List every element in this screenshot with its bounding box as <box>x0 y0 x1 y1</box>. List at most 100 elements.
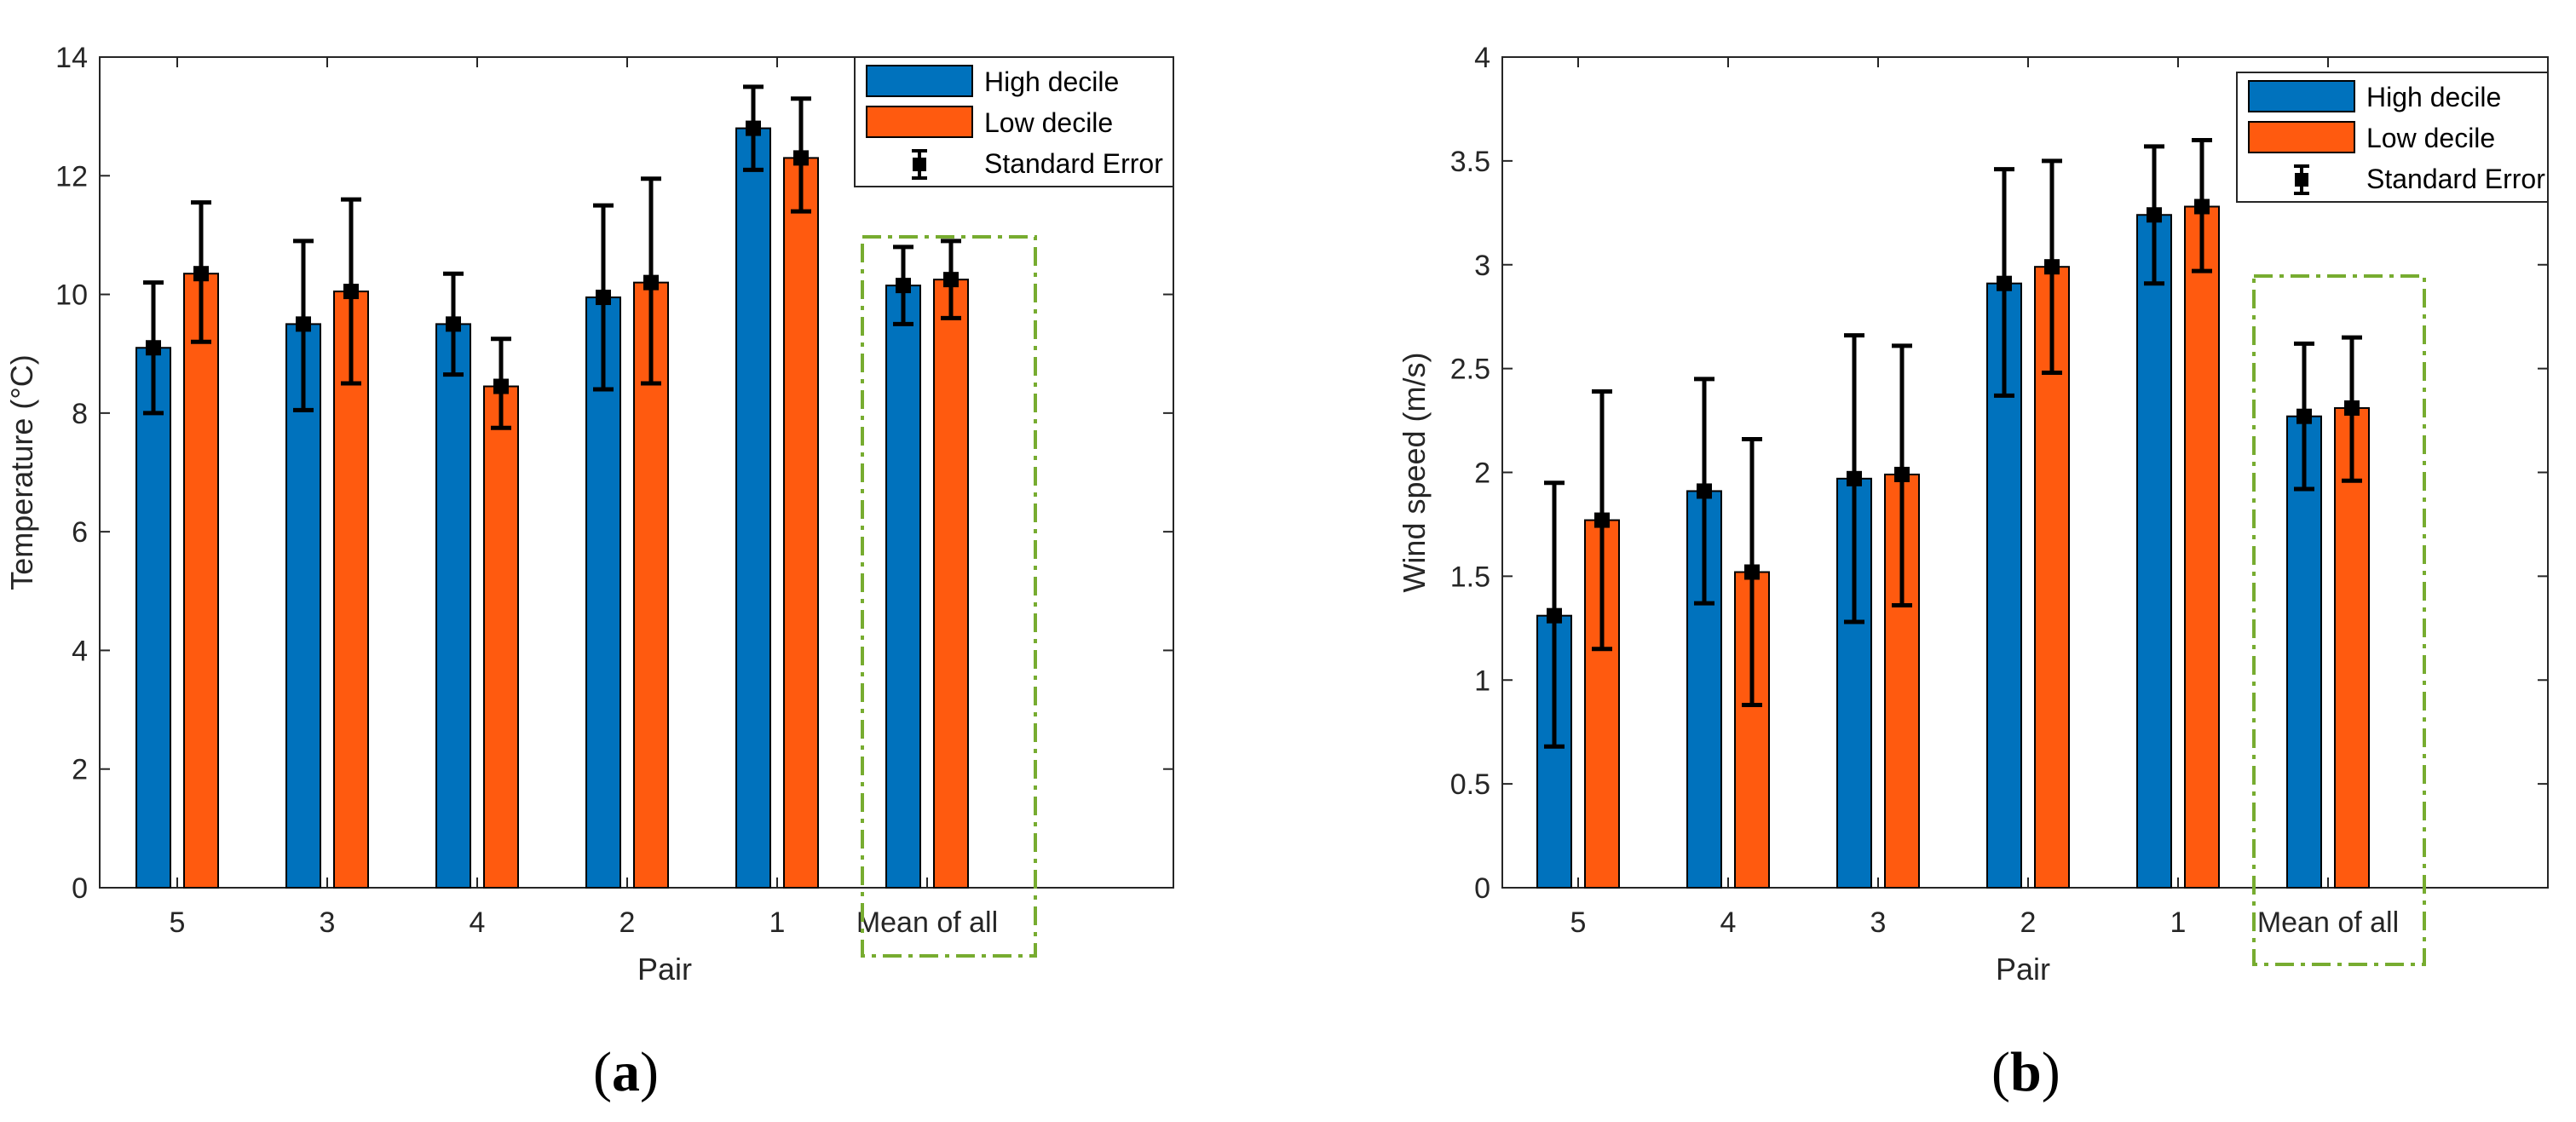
bar-high <box>2136 214 2172 889</box>
chart-panel-a: 0 2 4 6 8 10 12 14 5 3 4 2 1 Mean of all Pair Temperatu… <box>4 42 1174 1103</box>
y-tick-label: 0 <box>72 872 88 905</box>
panel-label: (b) <box>1991 1041 2060 1103</box>
y-tick-label: 0.5 <box>1450 768 1490 801</box>
panel-label-open: ( <box>1991 1041 2010 1103</box>
x-tick-label: 4 <box>1720 906 1737 939</box>
bar-high <box>2286 415 2322 889</box>
bar-high <box>435 323 471 889</box>
bar-high <box>1836 477 1872 889</box>
mean-marker <box>343 284 359 300</box>
legend-label-low: Low decile <box>984 107 1113 138</box>
bar-high <box>885 285 921 889</box>
x-tick-label: 4 <box>470 906 486 939</box>
mean-marker <box>2344 400 2360 416</box>
mean-marker <box>1847 470 1862 486</box>
legend-label-low: Low decile <box>2366 123 2495 153</box>
bar-low <box>2334 406 2370 889</box>
mean-marker <box>2044 259 2060 275</box>
bar-high <box>285 323 321 889</box>
legend: High decile Low decile Standard Error <box>2236 72 2549 203</box>
bar-low <box>333 291 369 889</box>
mean-marker <box>746 120 761 136</box>
bar-low <box>2184 205 2220 889</box>
y-axis-title: Wind speed (m/s) <box>1397 352 1432 592</box>
legend-label-error: Standard Error <box>984 148 1163 179</box>
mean-marker <box>193 266 209 282</box>
panel-label: (a) <box>593 1041 659 1103</box>
mean-marker <box>446 316 461 332</box>
y-tick-label: 2 <box>72 754 88 786</box>
bar-high <box>135 347 171 889</box>
mean-marker <box>596 290 611 306</box>
y-tick-label: 3 <box>1474 250 1490 282</box>
y-axis-title: Temperature (°C) <box>4 354 39 590</box>
x-tick-label: 2 <box>2020 906 2037 939</box>
x-axis-title: Pair <box>1996 952 2050 987</box>
y-tick-label: 4 <box>72 635 88 667</box>
x-tick-label: Mean of all <box>856 906 998 939</box>
x-axis-title: Pair <box>637 952 692 987</box>
panel-label-letter: a <box>612 1041 640 1103</box>
y-tick-label: 10 <box>55 279 88 312</box>
bar-low <box>783 157 819 889</box>
y-tick-label: 8 <box>72 398 88 430</box>
mean-marker <box>2147 207 2162 223</box>
highlight-box <box>861 235 1037 958</box>
panel-label-close: ) <box>640 1041 659 1103</box>
legend-swatch-low <box>2248 121 2355 153</box>
mean-marker <box>896 278 911 294</box>
panel-label-close: ) <box>2042 1041 2060 1103</box>
highlight-box <box>2252 274 2426 966</box>
bar-low <box>483 385 519 889</box>
mean-marker <box>1997 275 2012 291</box>
x-tick-label: 3 <box>320 906 336 939</box>
mean-marker <box>1697 483 1712 499</box>
x-tick-label: 2 <box>620 906 636 939</box>
legend-error-marker <box>2295 173 2308 187</box>
mean-marker <box>2194 199 2210 215</box>
bar-low <box>933 279 969 889</box>
mean-marker <box>1547 607 1562 624</box>
mean-marker <box>493 378 509 394</box>
y-tick-label: 1 <box>1474 665 1490 697</box>
mean-marker <box>2297 408 2312 424</box>
legend-swatch-low <box>866 106 973 138</box>
y-tick-label: 4 <box>1474 42 1490 74</box>
mean-marker <box>1894 466 1910 482</box>
bar-high <box>735 127 771 889</box>
legend-swatch-high <box>2248 80 2355 112</box>
mean-marker <box>146 340 161 356</box>
legend: High decile Low decile Standard Error <box>854 56 1174 187</box>
x-tick-label: Mean of all <box>2257 906 2399 939</box>
y-tick-label: 2.5 <box>1450 354 1490 386</box>
y-tick-label: 0 <box>1474 872 1490 905</box>
x-tick-label: 5 <box>170 906 186 939</box>
y-tick-label: 1.5 <box>1450 561 1490 593</box>
legend-label-error: Standard Error <box>2366 164 2545 194</box>
y-tick-label: 14 <box>55 42 88 74</box>
legend-label-high: High decile <box>984 66 1119 97</box>
y-tick-label: 12 <box>55 160 88 193</box>
panel-label-open: ( <box>593 1041 612 1103</box>
mean-marker <box>643 274 659 291</box>
mean-marker <box>943 272 959 288</box>
legend-error-marker <box>913 158 926 171</box>
y-tick-label: 3.5 <box>1450 146 1490 178</box>
bar-low <box>183 273 219 889</box>
mean-marker <box>1594 512 1610 528</box>
panel-label-letter: b <box>2010 1041 2042 1103</box>
mean-marker <box>296 316 311 332</box>
mean-marker <box>793 150 809 166</box>
legend-swatch-high <box>866 65 973 97</box>
chart-panel-b: 0 0.5 1 1.5 2 2.5 3 3.5 4 5 4 3 2 1 Mean of all Pair Win… <box>1397 42 2549 1103</box>
x-tick-label: 5 <box>1570 906 1587 939</box>
x-tick-label: 3 <box>1870 906 1887 939</box>
legend-label-high: High decile <box>2366 82 2501 112</box>
mean-marker <box>1744 564 1760 580</box>
y-tick-label: 2 <box>1474 457 1490 490</box>
bar-high <box>585 296 621 889</box>
x-tick-label: 1 <box>769 906 786 939</box>
x-tick-label: 1 <box>2170 906 2187 939</box>
y-tick-label: 6 <box>72 516 88 549</box>
